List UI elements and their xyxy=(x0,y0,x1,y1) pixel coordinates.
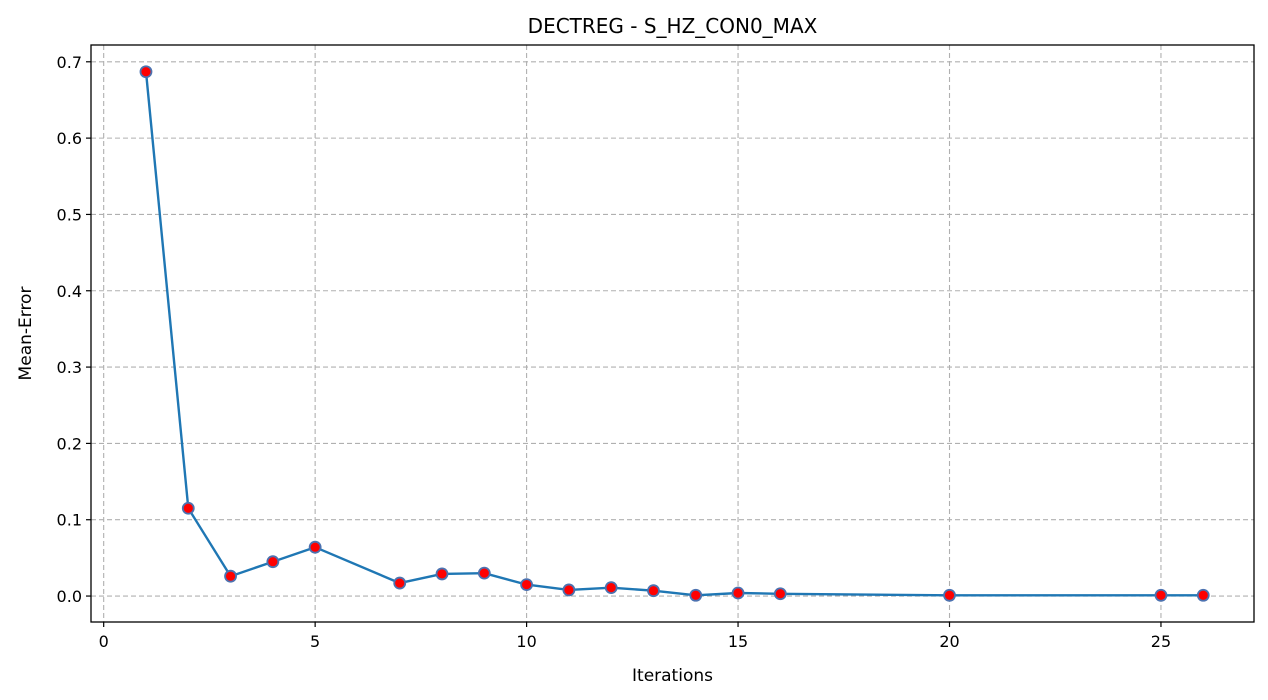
y-tick-label: 0.0 xyxy=(57,587,82,606)
series-line xyxy=(144,71,1204,597)
x-tick-label: 20 xyxy=(939,632,959,651)
y-tick-label: 0.2 xyxy=(57,434,82,453)
y-tick-label: 0.3 xyxy=(57,358,82,377)
x-tick-label: 5 xyxy=(310,632,320,651)
y-axis-title: Mean-Error xyxy=(16,287,36,381)
data-point xyxy=(689,588,703,602)
data-point xyxy=(308,540,322,554)
grid xyxy=(91,45,1254,622)
data-point xyxy=(1154,588,1168,602)
data-point xyxy=(520,578,533,592)
data-point xyxy=(604,581,618,595)
axis-ticks: 0 5 10 15 20 25 0.0 0.1 0.2 0.3 0.4 0.5 0.6 0.7 xyxy=(57,53,1172,651)
y-tick-label: 0.4 xyxy=(57,282,82,301)
data-point xyxy=(266,555,280,569)
y-tick-label: 0.7 xyxy=(57,53,82,72)
x-tick-label: 25 xyxy=(1151,632,1171,651)
data-point xyxy=(1196,588,1210,602)
series-layer xyxy=(139,65,1210,602)
data-point xyxy=(731,586,745,600)
plot-frame xyxy=(90,44,1255,623)
data-point xyxy=(773,587,787,601)
data-point xyxy=(943,588,956,602)
data-point xyxy=(393,576,407,590)
chart-title: DECTREG - S_HZ_CON0_MAX xyxy=(528,14,818,38)
data-point xyxy=(181,501,195,515)
x-axis-title: Iterations xyxy=(632,666,713,686)
data-point xyxy=(562,583,576,597)
x-tick-label: 0 xyxy=(99,632,109,651)
y-tick-label: 0.6 xyxy=(57,129,82,148)
x-tick-label: 10 xyxy=(516,632,536,651)
data-point xyxy=(435,567,449,581)
data-point xyxy=(139,65,153,79)
x-tick-label: 15 xyxy=(728,632,748,651)
data-point xyxy=(477,566,491,580)
data-point xyxy=(647,584,660,598)
data-point xyxy=(224,569,237,583)
y-tick-label: 0.1 xyxy=(57,511,82,530)
y-tick-label: 0.5 xyxy=(57,205,82,224)
